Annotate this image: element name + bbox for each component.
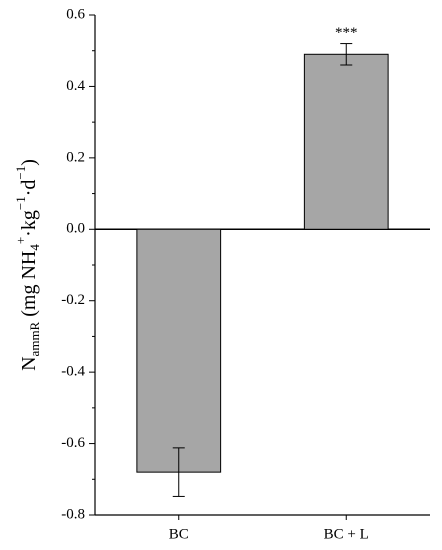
y-axis-label: NammR (mg NH4+·kg−1·d−1) <box>13 159 42 371</box>
y-axis-label-part: 4 <box>27 244 42 251</box>
x-tick-label: BC + L <box>324 526 369 542</box>
y-axis-label-part: (mg NH <box>18 251 40 322</box>
y-axis-label-part: ·kg <box>18 210 40 237</box>
y-tick-label: 0.6 <box>66 6 85 22</box>
significance-label: *** <box>335 25 358 41</box>
y-axis-label-part: ammR <box>27 321 42 356</box>
bar <box>136 228 222 473</box>
y-axis-label-part: −1 <box>13 166 28 180</box>
y-axis-label-part: N <box>18 356 40 370</box>
y-tick-label: -0.8 <box>61 506 85 522</box>
y-axis-label-part: −1 <box>13 196 28 210</box>
y-tick-label: -0.2 <box>61 292 85 308</box>
y-axis-label-part: ) <box>18 159 40 166</box>
y-tick-label: -0.6 <box>61 435 85 451</box>
bar <box>303 53 389 230</box>
y-axis-label-part: ·d <box>18 180 40 197</box>
y-tick-label: 0.2 <box>66 149 85 165</box>
y-tick-label: 0.0 <box>66 221 85 237</box>
y-axis-label-part: + <box>13 237 28 244</box>
x-tick-label: BC <box>169 526 189 542</box>
error-bar <box>340 43 353 66</box>
error-bar <box>172 447 185 497</box>
y-tick-label: 0.4 <box>66 78 85 94</box>
y-tick-label: -0.4 <box>61 364 85 380</box>
